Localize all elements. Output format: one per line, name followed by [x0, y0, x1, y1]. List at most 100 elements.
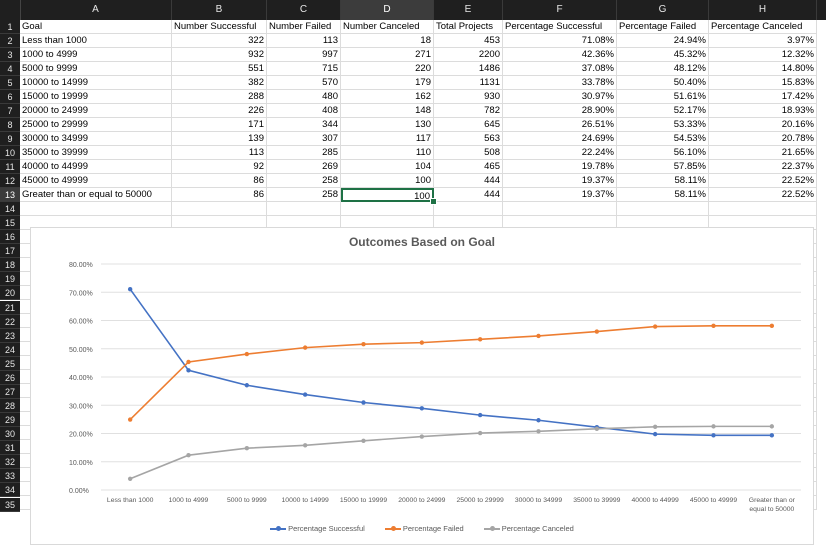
cell-c5[interactable]: 570 [267, 76, 341, 90]
cell-d6[interactable]: 162 [341, 90, 434, 104]
cell-g5[interactable]: 50.40% [617, 76, 709, 90]
cell-g12[interactable]: 58.11% [617, 174, 709, 188]
cell-c9[interactable]: 307 [267, 132, 341, 146]
cell-a6[interactable]: 15000 to 19999 [20, 90, 172, 104]
row-header-18[interactable]: 18 [0, 258, 20, 273]
row-header-23[interactable]: 23 [0, 328, 20, 343]
cell-a9[interactable]: 30000 to 34999 [20, 132, 172, 146]
cell-c3[interactable]: 997 [267, 48, 341, 62]
row-header-6[interactable]: 6 [0, 90, 20, 104]
cell-a1[interactable]: Goal [20, 20, 172, 34]
cell-f9[interactable]: 24.69% [503, 132, 617, 146]
cell-d8[interactable]: 130 [341, 118, 434, 132]
cell-g3[interactable]: 45.32% [617, 48, 709, 62]
cell-g13[interactable]: 58.11% [617, 188, 709, 202]
row-header-4[interactable]: 4 [0, 62, 20, 76]
legend-item[interactable]: Percentage Failed [384, 524, 464, 533]
cell-f8[interactable]: 26.51% [503, 118, 617, 132]
cell-h5[interactable]: 15.83% [709, 76, 817, 90]
row-header-24[interactable]: 24 [0, 342, 20, 357]
row-header-32[interactable]: 32 [0, 455, 20, 470]
cell-h10[interactable]: 21.65% [709, 146, 817, 160]
cell-g6[interactable]: 51.61% [617, 90, 709, 104]
cell-b11[interactable]: 92 [172, 160, 267, 174]
cell-h3[interactable]: 12.32% [709, 48, 817, 62]
cell-d4[interactable]: 220 [341, 62, 434, 76]
cell-b1[interactable]: Number Successful [172, 20, 267, 34]
column-header-b[interactable]: B [172, 0, 267, 20]
cell-f13[interactable]: 19.37% [503, 188, 617, 202]
cell-h12[interactable]: 22.52% [709, 174, 817, 188]
row-header-15[interactable]: 15 [0, 216, 20, 231]
cell-c1[interactable]: Number Failed [267, 20, 341, 34]
row-header-25[interactable]: 25 [0, 356, 20, 371]
row-header-28[interactable]: 28 [0, 399, 20, 414]
cell-f5[interactable]: 33.78% [503, 76, 617, 90]
cell-e7[interactable]: 782 [434, 104, 503, 118]
row-header-13[interactable]: 13 [0, 188, 20, 202]
cell-h7[interactable]: 18.93% [709, 104, 817, 118]
cell-g8[interactable]: 53.33% [617, 118, 709, 132]
cell-b5[interactable]: 382 [172, 76, 267, 90]
column-header-f[interactable]: F [503, 0, 617, 20]
empty-cell[interactable] [341, 202, 434, 216]
row-header-22[interactable]: 22 [0, 314, 20, 329]
cell-b8[interactable]: 171 [172, 118, 267, 132]
cell-a2[interactable]: Less than 1000 [20, 34, 172, 48]
cell-a8[interactable]: 25000 to 29999 [20, 118, 172, 132]
cell-c7[interactable]: 408 [267, 104, 341, 118]
cell-e9[interactable]: 563 [434, 132, 503, 146]
cell-f2[interactable]: 71.08% [503, 34, 617, 48]
row-header-14[interactable]: 14 [0, 202, 20, 217]
row-header-34[interactable]: 34 [0, 483, 20, 498]
cell-d3[interactable]: 271 [341, 48, 434, 62]
row-header-17[interactable]: 17 [0, 244, 20, 259]
cell-b4[interactable]: 551 [172, 62, 267, 76]
row-header-27[interactable]: 27 [0, 384, 20, 399]
row-header-19[interactable]: 19 [0, 272, 20, 287]
select-all-corner[interactable] [0, 0, 21, 20]
cell-h8[interactable]: 20.16% [709, 118, 817, 132]
cell-e2[interactable]: 453 [434, 34, 503, 48]
cell-h6[interactable]: 17.42% [709, 90, 817, 104]
empty-cell[interactable] [709, 202, 817, 216]
cell-a3[interactable]: 1000 to 4999 [20, 48, 172, 62]
cell-e5[interactable]: 1131 [434, 76, 503, 90]
row-header-5[interactable]: 5 [0, 76, 20, 90]
cell-c6[interactable]: 480 [267, 90, 341, 104]
cell-d12[interactable]: 100 [341, 174, 434, 188]
row-header-26[interactable]: 26 [0, 370, 20, 385]
row-header-11[interactable]: 11 [0, 160, 20, 174]
cell-h11[interactable]: 22.37% [709, 160, 817, 174]
cell-d5[interactable]: 179 [341, 76, 434, 90]
cell-h4[interactable]: 14.80% [709, 62, 817, 76]
cell-c10[interactable]: 285 [267, 146, 341, 160]
cell-b12[interactable]: 86 [172, 174, 267, 188]
column-header-g[interactable]: G [617, 0, 709, 20]
cell-b9[interactable]: 139 [172, 132, 267, 146]
empty-cell[interactable] [503, 202, 617, 216]
fill-handle[interactable] [430, 198, 437, 205]
column-header-c[interactable]: C [267, 0, 341, 20]
cell-e10[interactable]: 508 [434, 146, 503, 160]
cell-d10[interactable]: 110 [341, 146, 434, 160]
row-header-1[interactable]: 1 [0, 20, 20, 34]
cell-g11[interactable]: 57.85% [617, 160, 709, 174]
cell-g4[interactable]: 48.12% [617, 62, 709, 76]
row-header-21[interactable]: 21 [0, 300, 20, 315]
cell-f10[interactable]: 22.24% [503, 146, 617, 160]
cell-e3[interactable]: 2200 [434, 48, 503, 62]
row-header-2[interactable]: 2 [0, 34, 20, 48]
cell-c13[interactable]: 258 [267, 188, 341, 202]
cell-h1[interactable]: Percentage Canceled [709, 20, 817, 34]
cell-g10[interactable]: 56.10% [617, 146, 709, 160]
cell-c4[interactable]: 715 [267, 62, 341, 76]
row-header-8[interactable]: 8 [0, 118, 20, 132]
cell-e4[interactable]: 1486 [434, 62, 503, 76]
cell-f12[interactable]: 19.37% [503, 174, 617, 188]
cell-b2[interactable]: 322 [172, 34, 267, 48]
cell-c12[interactable]: 258 [267, 174, 341, 188]
row-header-3[interactable]: 3 [0, 48, 20, 62]
cell-d2[interactable]: 18 [341, 34, 434, 48]
cell-e6[interactable]: 930 [434, 90, 503, 104]
